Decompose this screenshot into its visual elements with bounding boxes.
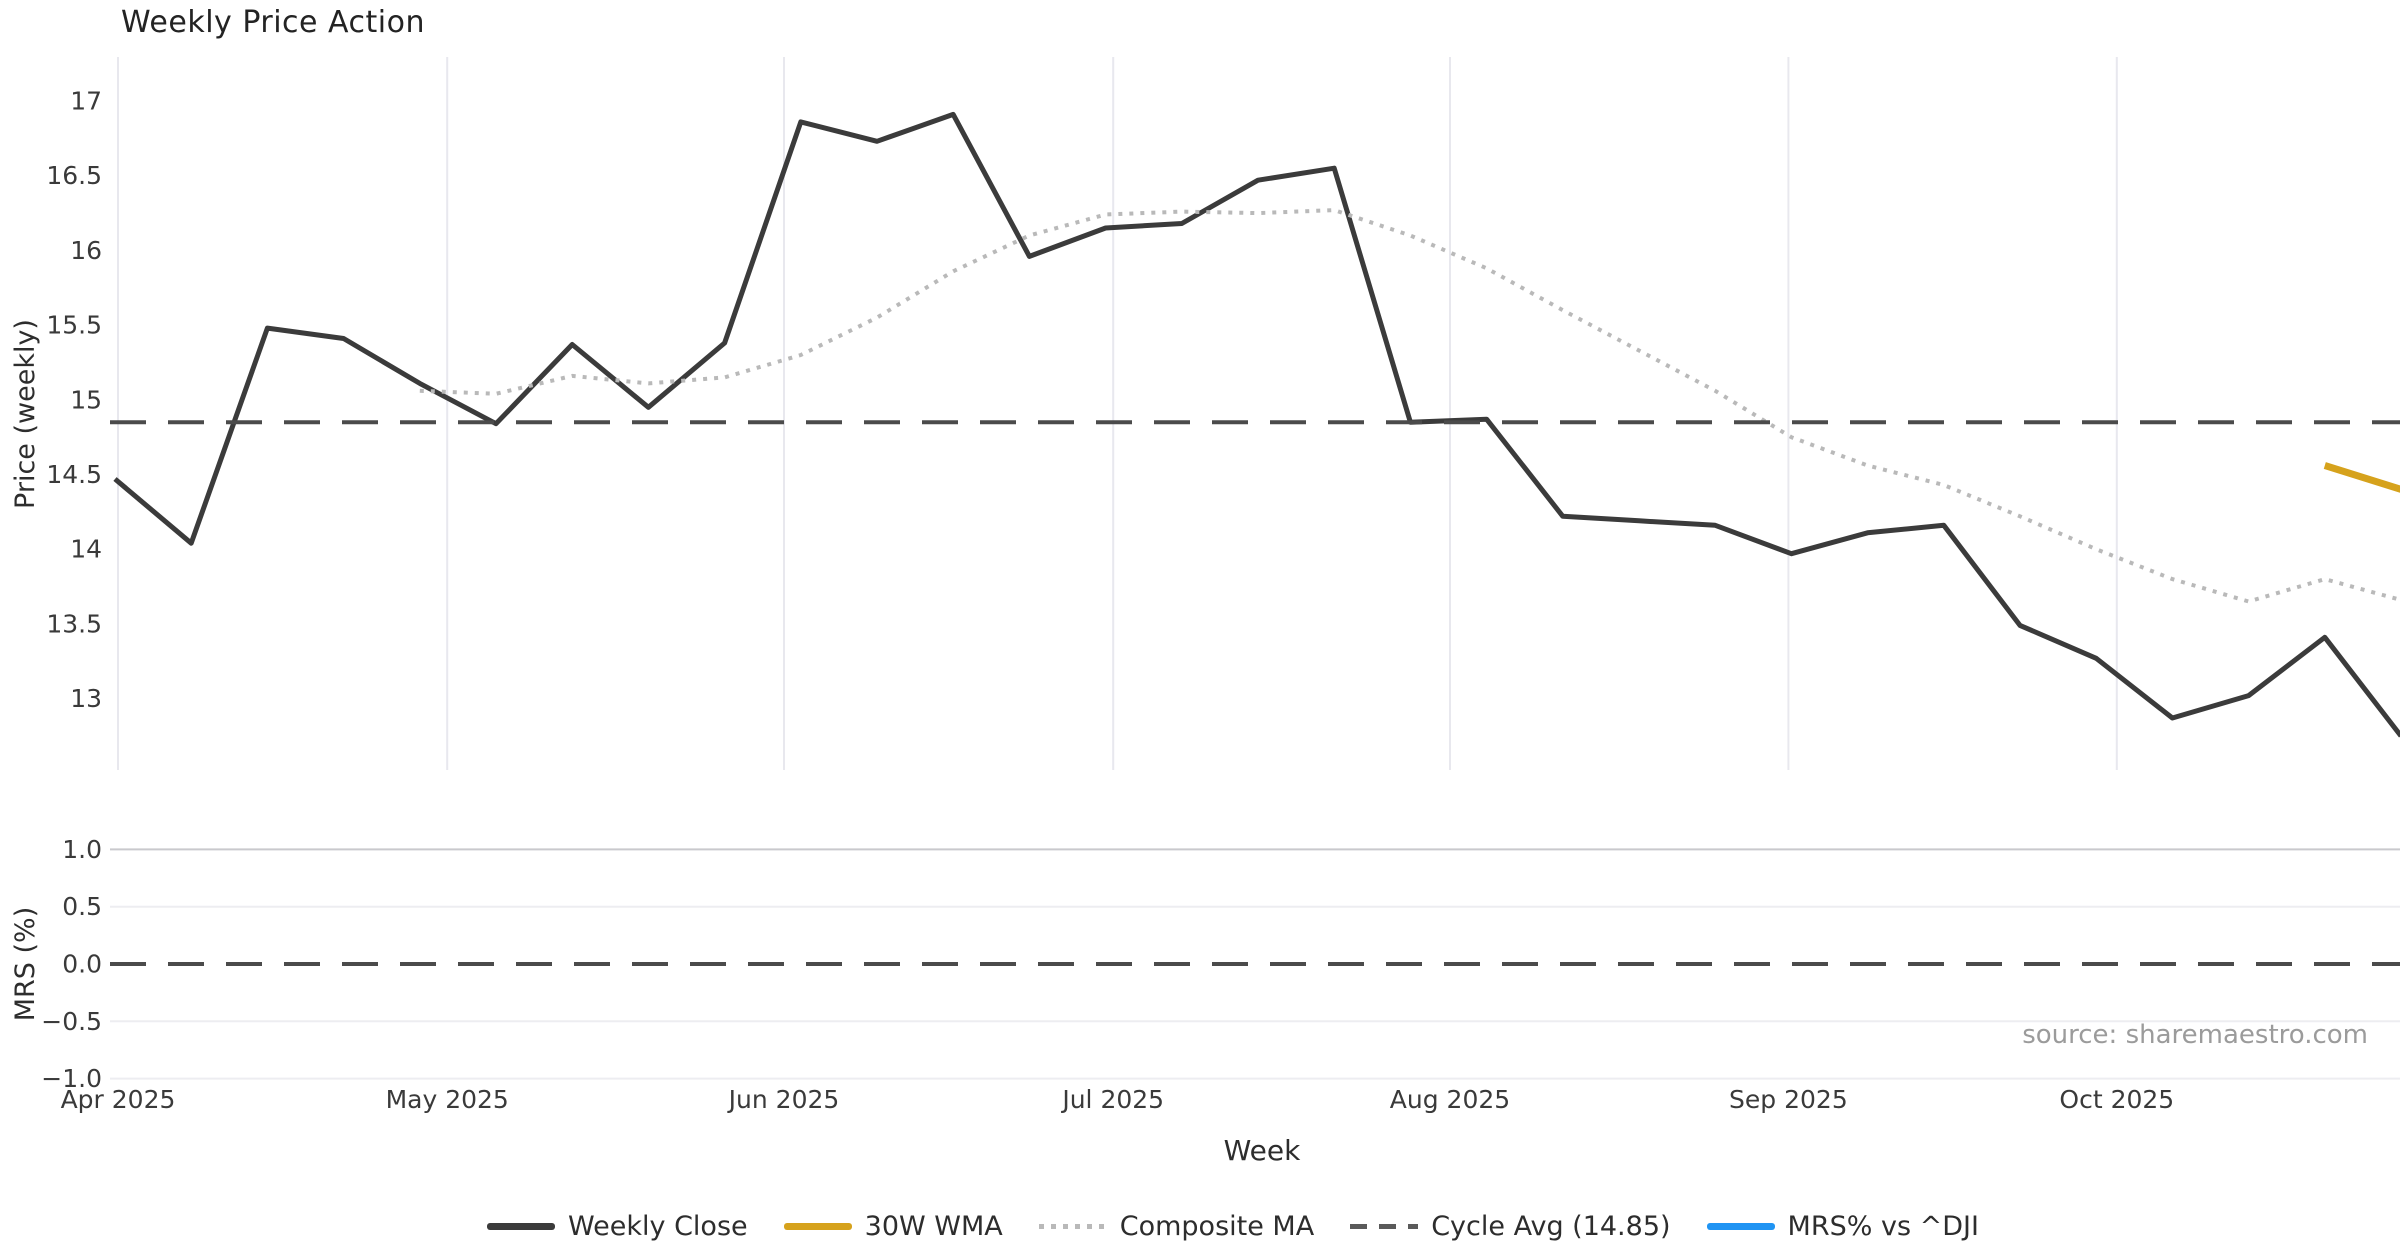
mrs-panel-gridlines [110, 848, 2400, 1080]
legend-swatch [487, 1223, 556, 1230]
chart-legend: Weekly Close 30W WMA Composite MA Cycle … [33, 1211, 2400, 1242]
mrs-tick-label: 1.0 [62, 835, 102, 864]
price-panel-gridlines [117, 57, 2118, 770]
series-weekly-close [113, 111, 2400, 738]
legend-label: MRS% vs ^DJI [1787, 1211, 1979, 1242]
month-tick-label: Jul 2025 [1060, 1085, 1164, 1114]
chart-title: Weekly Price Action [121, 5, 425, 40]
price-tick-label: 15.5 [46, 311, 102, 340]
price-tick-label: 14.5 [46, 460, 102, 489]
mrs-tick-label: −1.0 [41, 1064, 102, 1093]
legend-item-weekly-close: Weekly Close [487, 1211, 748, 1242]
mrs-tick-label: −0.5 [41, 1007, 102, 1036]
legend-item-cycle-avg-14-85: Cycle Avg (14.85) [1350, 1211, 1671, 1242]
price-tick-label: 13 [70, 684, 102, 713]
month-tick-label: Apr 2025 [61, 1085, 176, 1114]
source-note: source: sharemaestro.com [2022, 1020, 2368, 1050]
legend-label: Composite MA [1119, 1211, 1315, 1242]
legend-swatch [1706, 1223, 1775, 1230]
month-tick-label: Jun 2025 [727, 1085, 840, 1114]
price-tick-label: 16.5 [46, 161, 102, 190]
legend-swatch [1038, 1224, 1107, 1229]
month-tick-label: May 2025 [386, 1085, 509, 1114]
legend-item-30w-wma: 30W WMA [783, 1211, 1003, 1242]
month-tick-label: Oct 2025 [2059, 1085, 2174, 1114]
legend-label: Cycle Avg (14.85) [1431, 1211, 1671, 1242]
legend-label: 30W WMA [864, 1211, 1003, 1242]
price-tick-label: 14 [70, 535, 102, 564]
legend-swatch [783, 1223, 852, 1230]
axis-text: Apr 2025 May 2025 Jun 2025 Jul 2025 Aug 2025… [10, 87, 2174, 1168]
price-panel-series [110, 111, 2400, 738]
legend-label: Weekly Close [568, 1211, 748, 1242]
month-tick-label: Sep 2025 [1729, 1085, 1848, 1114]
month-tick-label: Aug 2025 [1390, 1085, 1510, 1114]
legend-item-mrs-vs-dji: MRS% vs ^DJI [1706, 1211, 1979, 1242]
price-tick-label: 13.5 [46, 609, 102, 638]
price-tick-label: 16 [70, 236, 102, 265]
series-30w-wma [2323, 462, 2400, 493]
series-composite-ma [419, 208, 2400, 604]
mrs-y-axis-label: MRS (%) [10, 907, 41, 1022]
legend-item-composite-ma: Composite MA [1038, 1211, 1315, 1242]
mrs-tick-label: 0.5 [62, 892, 102, 921]
price-tick-label: 17 [70, 87, 102, 116]
legend-swatch [1350, 1224, 1419, 1229]
price-y-axis-label: Price (weekly) [10, 319, 41, 509]
price-tick-label: 15 [70, 385, 102, 414]
mrs-tick-label: 0.0 [62, 950, 102, 979]
x-axis-label: Week [1224, 1134, 1301, 1167]
